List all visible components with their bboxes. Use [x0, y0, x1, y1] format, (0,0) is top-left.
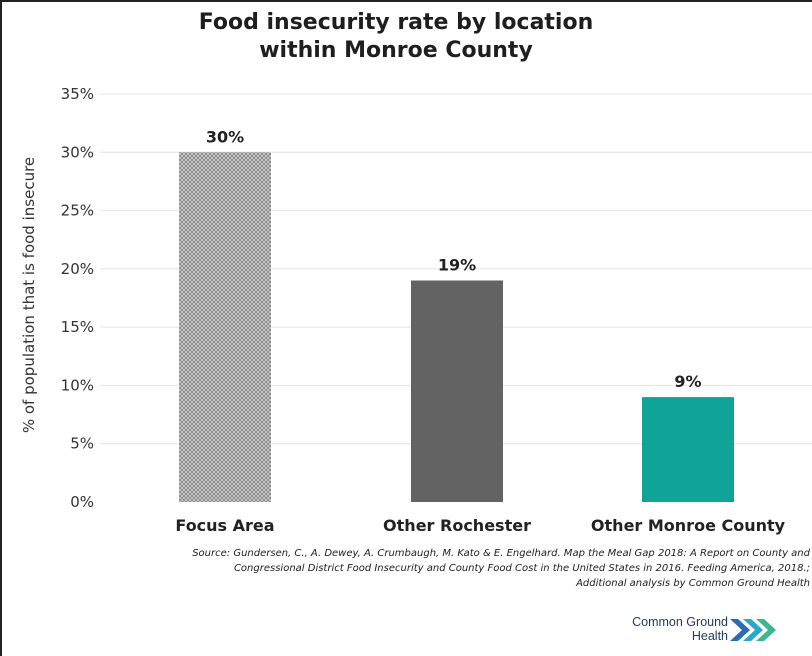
data-label: 30% — [206, 127, 244, 146]
logo-wordmark: Common Ground Health — [600, 615, 728, 643]
x-tick-label: Other Rochester — [383, 516, 531, 535]
source-note: Source: Gundersen, C., A. Dewey, A. Crum… — [30, 546, 810, 591]
y-tick-label: 15% — [61, 318, 94, 336]
chevron-logo-icon — [730, 619, 776, 641]
chevron-2 — [743, 619, 763, 641]
logo-line-1: Common Ground — [632, 615, 728, 629]
y-tick-label: 25% — [61, 202, 94, 220]
bar-other-rochester — [411, 280, 503, 502]
y-axis-label: % of population that is food insecure — [20, 157, 38, 433]
bar-chart: 0% 5% 10% 15% 20% 25% 30% 35% 30% 19% 9% Focus Ar… — [20, 85, 812, 535]
data-labels: 30% 19% 9% — [206, 127, 702, 391]
y-tick-label: 30% — [61, 143, 94, 161]
x-tick-label: Other Monroe County — [591, 516, 786, 535]
y-tick-label: 10% — [61, 376, 94, 394]
source-line-3: Additional analysis by Common Ground Hea… — [576, 578, 810, 589]
bars — [179, 152, 734, 503]
bar-focus-area — [179, 152, 271, 503]
y-axis-ticks: 0% 5% 10% 15% 20% 25% 30% 35% — [61, 85, 94, 511]
chart-title-line-1: Food insecurity rate by location — [198, 10, 594, 35]
y-tick-label: 35% — [61, 85, 94, 103]
logo-line-2: Health — [691, 629, 728, 643]
y-tick-label: 0% — [70, 493, 94, 511]
bar-other-monroe-county — [642, 397, 734, 502]
chevron-3 — [756, 619, 776, 641]
chevron-1 — [730, 619, 750, 641]
x-axis-ticks: Focus Area Other Rochester Other Monroe Co… — [175, 516, 785, 535]
chart-title-line-2: within Monroe County — [259, 38, 533, 63]
source-line-1: Source: Gundersen, C., A. Dewey, A. Crum… — [192, 548, 810, 559]
data-label: 9% — [674, 372, 701, 391]
y-tick-label: 5% — [70, 435, 94, 453]
x-tick-label: Focus Area — [175, 516, 274, 535]
data-label: 19% — [438, 256, 476, 275]
source-line-2: Congressional District Food Insecurity a… — [233, 563, 810, 574]
y-tick-label: 20% — [61, 260, 94, 278]
